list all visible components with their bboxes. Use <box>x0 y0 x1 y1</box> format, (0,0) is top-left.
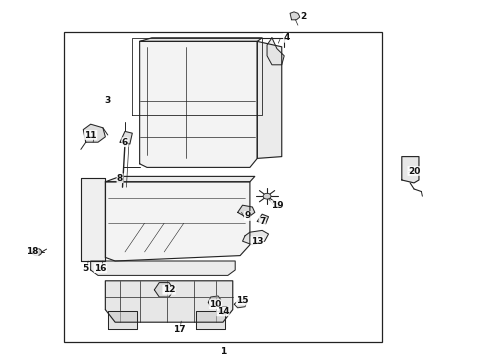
Polygon shape <box>243 230 269 245</box>
Polygon shape <box>105 281 233 322</box>
Text: 2: 2 <box>301 12 307 21</box>
Text: 3: 3 <box>105 96 111 105</box>
Text: 17: 17 <box>172 325 185 334</box>
Polygon shape <box>196 311 225 329</box>
Circle shape <box>263 193 271 199</box>
Text: 14: 14 <box>217 307 229 316</box>
Polygon shape <box>257 214 269 224</box>
Polygon shape <box>105 176 255 182</box>
Circle shape <box>32 248 42 256</box>
Text: 6: 6 <box>122 138 128 147</box>
Bar <box>64 32 382 342</box>
Text: 8: 8 <box>117 174 123 183</box>
Polygon shape <box>140 38 262 41</box>
Text: 16: 16 <box>94 264 107 273</box>
Text: 7: 7 <box>259 217 266 226</box>
Polygon shape <box>81 178 105 261</box>
Polygon shape <box>83 124 105 142</box>
Polygon shape <box>208 296 221 307</box>
Polygon shape <box>219 307 228 315</box>
Polygon shape <box>290 12 300 20</box>
Text: 20: 20 <box>408 166 420 175</box>
Text: 19: 19 <box>270 201 283 210</box>
Text: 10: 10 <box>209 300 222 309</box>
Text: 13: 13 <box>251 237 264 246</box>
Text: 15: 15 <box>236 296 249 305</box>
Text: 5: 5 <box>83 264 89 273</box>
Text: 1: 1 <box>220 346 226 356</box>
Text: 12: 12 <box>163 285 175 294</box>
Polygon shape <box>105 182 250 261</box>
Polygon shape <box>120 131 132 144</box>
Polygon shape <box>267 38 284 65</box>
Polygon shape <box>140 41 257 167</box>
Polygon shape <box>108 311 137 329</box>
Text: 9: 9 <box>244 211 251 220</box>
Polygon shape <box>234 299 247 308</box>
Text: 4: 4 <box>283 33 290 42</box>
Polygon shape <box>238 205 255 218</box>
Polygon shape <box>257 41 282 158</box>
Polygon shape <box>402 157 419 183</box>
Polygon shape <box>154 283 174 297</box>
Text: 18: 18 <box>25 248 38 256</box>
Polygon shape <box>91 261 235 275</box>
Text: 11: 11 <box>84 130 97 139</box>
